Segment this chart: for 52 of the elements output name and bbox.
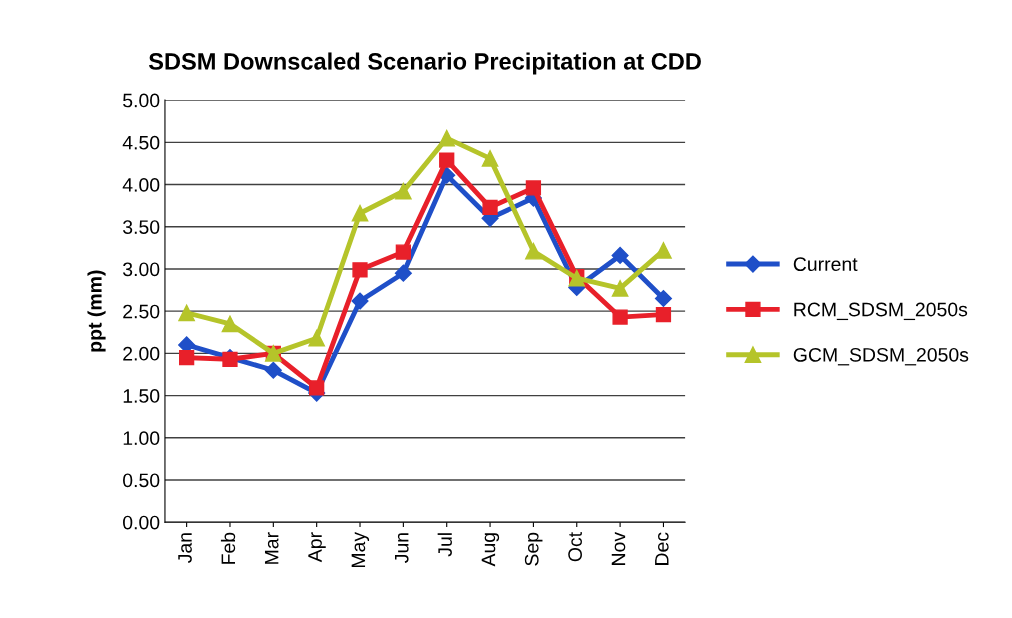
y-tick-label: 2.50 bbox=[123, 304, 160, 319]
y-tick-label: 4.50 bbox=[122, 135, 160, 150]
y-tick-label: 0.50 bbox=[123, 473, 160, 488]
legend-label: GCM_SDSM_2050s bbox=[793, 347, 969, 366]
x-tick-label: Apr bbox=[308, 532, 326, 563]
point bbox=[611, 246, 629, 264]
x-tick-label: Jun bbox=[395, 533, 409, 563]
point bbox=[612, 309, 628, 325]
y-tick-label: 4.00 bbox=[122, 178, 160, 192]
point bbox=[654, 289, 673, 308]
chart-title: SDSM Downscaled Scenario Precipitation at CDD bbox=[148, 52, 701, 75]
y-tick-label: 2.00 bbox=[123, 346, 160, 361]
point bbox=[611, 280, 629, 297]
x-tick-label: Mar bbox=[264, 532, 279, 564]
point bbox=[309, 380, 325, 396]
point bbox=[655, 242, 672, 259]
point bbox=[308, 329, 326, 347]
point bbox=[395, 244, 412, 260]
point bbox=[395, 182, 412, 200]
point bbox=[264, 361, 282, 379]
x-tick-label: Sep bbox=[524, 532, 543, 566]
point bbox=[394, 264, 412, 282]
x-tick-label: Dec bbox=[655, 532, 669, 565]
y-tick-label: 0.00 bbox=[123, 515, 160, 530]
y-tick-label: 5.00 bbox=[123, 93, 160, 108]
point bbox=[439, 152, 455, 168]
point bbox=[178, 349, 195, 366]
point bbox=[525, 242, 542, 260]
point bbox=[352, 262, 368, 278]
y-tick-label: 1.00 bbox=[123, 431, 160, 446]
x-tick-label: Feb bbox=[220, 532, 236, 564]
x-tick-label: May bbox=[351, 531, 370, 568]
point bbox=[178, 304, 195, 322]
point bbox=[438, 129, 456, 147]
y-tick-label: 3.50 bbox=[123, 220, 160, 234]
y-axis-title: ppt (mm) bbox=[87, 270, 106, 352]
x-tick-label: Jan bbox=[178, 533, 192, 563]
legend-label: RCM_SDSM_2050s bbox=[794, 302, 968, 321]
x-tick-label: Oct bbox=[568, 532, 582, 562]
x-tick-label: Aug bbox=[481, 533, 500, 567]
legend-label: Current bbox=[793, 257, 858, 272]
y-tick-label: 3.00 bbox=[123, 262, 160, 277]
x-tick-label: Nov bbox=[611, 532, 626, 565]
y-tick-label: 1.50 bbox=[123, 389, 160, 403]
x-tick-label: Jul bbox=[437, 533, 452, 557]
point bbox=[482, 199, 498, 215]
point bbox=[525, 180, 542, 196]
point bbox=[481, 150, 499, 167]
point bbox=[655, 306, 672, 323]
point bbox=[221, 315, 239, 333]
point bbox=[351, 204, 369, 222]
point bbox=[351, 292, 369, 310]
